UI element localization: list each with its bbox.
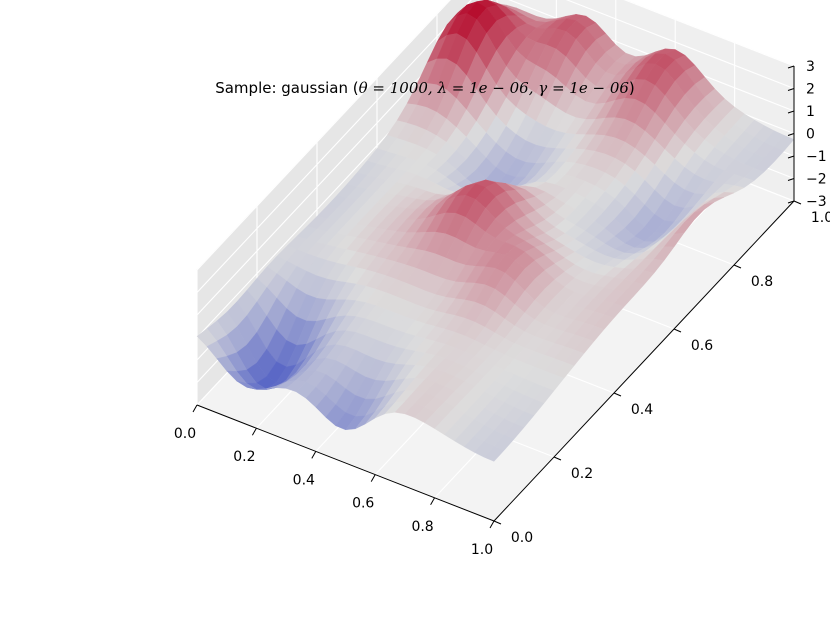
x-tick xyxy=(251,427,257,436)
y-tick xyxy=(733,264,742,269)
z-tick-label: 2 xyxy=(806,82,815,98)
x-tick-label: 0.8 xyxy=(411,519,433,535)
y-tick xyxy=(493,520,502,525)
z-tick xyxy=(787,88,795,91)
x-tick xyxy=(430,497,436,506)
y-tick-label: 1.0 xyxy=(811,210,830,226)
x-axis-line xyxy=(196,404,495,522)
z-tick xyxy=(787,133,795,136)
surface-plot xyxy=(196,0,795,462)
x-tick xyxy=(370,474,376,482)
y-tick xyxy=(793,200,802,205)
y-tick xyxy=(613,392,622,397)
y-tick-label: 0.2 xyxy=(571,466,593,482)
y-tick xyxy=(673,328,682,333)
z-tick xyxy=(787,155,795,159)
axis-ticks: 0.00.20.40.60.81.00.00.20.40.60.81.0−3−2… xyxy=(174,59,830,558)
x-tick-label: 0.6 xyxy=(352,496,374,512)
z-tick-label: 0 xyxy=(806,127,815,143)
chart-title: Sample: gaussian (θ = 1000, λ = 1e − 06,… xyxy=(215,79,635,97)
x-tick xyxy=(192,404,198,413)
back-gridline xyxy=(565,0,795,90)
back-gridline xyxy=(623,0,795,67)
y-tick-label: 0.4 xyxy=(631,402,653,418)
x-tick xyxy=(311,451,317,459)
z-tick-label: −3 xyxy=(806,194,827,210)
back-gridline xyxy=(508,0,795,112)
left-gridline xyxy=(196,0,451,271)
z-tick xyxy=(787,65,795,69)
z-tick xyxy=(787,200,795,204)
z-tick-label: −1 xyxy=(806,149,827,165)
z-tick xyxy=(787,178,795,181)
y-tick-label: 0.0 xyxy=(511,530,533,546)
z-tick-label: 3 xyxy=(806,59,815,75)
x-tick xyxy=(489,520,495,529)
z-tick xyxy=(787,110,795,114)
y-tick-label: 0.8 xyxy=(751,274,773,290)
y-tick-label: 0.6 xyxy=(691,338,713,354)
chart-title-math: θ = 1000, λ = 1e − 06, γ = 1e − 06 xyxy=(359,79,630,97)
y-tick xyxy=(553,456,562,461)
z-tick-label: 1 xyxy=(806,104,815,120)
z-tick-label: −2 xyxy=(806,172,827,188)
y-axis-line xyxy=(493,200,795,522)
x-tick-label: 1.0 xyxy=(471,542,493,558)
x-tick-label: 0.0 xyxy=(174,426,196,442)
surface-patch xyxy=(483,446,505,462)
x-tick-label: 0.2 xyxy=(233,449,255,465)
x-tick-label: 0.4 xyxy=(293,472,315,488)
